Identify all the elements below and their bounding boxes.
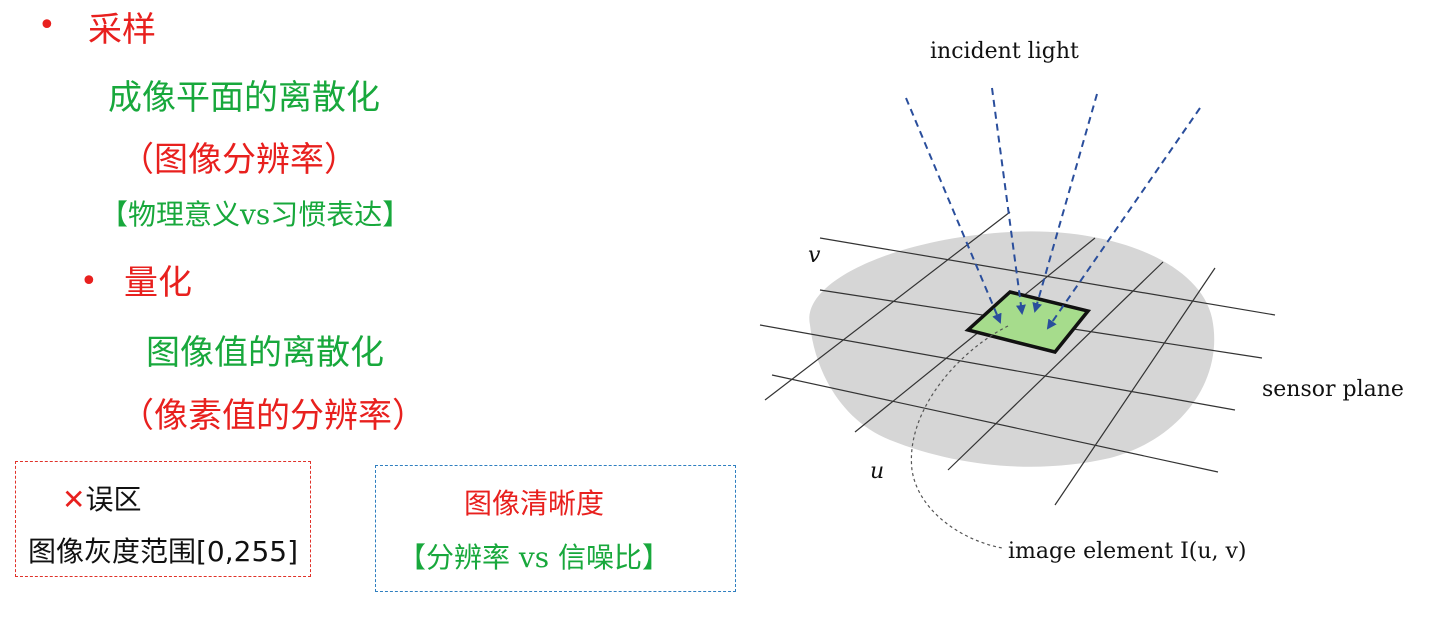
light-ray bbox=[1046, 107, 1201, 330]
heading-quantization: 量化 bbox=[124, 263, 192, 303]
grid-line bbox=[854, 237, 1096, 433]
text-physical-meaning-vs-habit: 【物理意义vs习惯表达】 bbox=[100, 198, 411, 231]
misconception-text: 图像灰度范围[0,255] bbox=[28, 535, 299, 568]
grid-line bbox=[759, 324, 1236, 411]
bullet-dot-quantization: • bbox=[80, 264, 98, 299]
clarity-title: 图像清晰度 bbox=[464, 487, 605, 520]
light-ray bbox=[991, 87, 1026, 315]
element-leader-line bbox=[910, 325, 1009, 549]
grid-line bbox=[947, 261, 1164, 471]
text-image-resolution: （图像分辨率） bbox=[120, 140, 358, 180]
bullet-dot-sampling: • bbox=[38, 8, 56, 43]
image-element-label: image element I(u, v) bbox=[1008, 539, 1247, 564]
text-pixel-value-resolution: （像素值的分辨率） bbox=[120, 396, 426, 436]
text-image-plane-discretization: 成像平面的离散化 bbox=[108, 78, 380, 118]
text-image-value-discretization: 图像值的离散化 bbox=[146, 333, 384, 373]
axis-u-label: u bbox=[870, 459, 884, 484]
misconception-title: 误区 bbox=[85, 483, 142, 516]
light-ray bbox=[1032, 93, 1098, 313]
grid-line bbox=[764, 211, 1011, 401]
image-element-pixel bbox=[964, 290, 1092, 354]
grid-line bbox=[771, 374, 1219, 473]
incident-light-rays bbox=[905, 87, 1201, 330]
misconception-title-row: ✕误区 bbox=[62, 478, 141, 518]
incident-light-label: incident light bbox=[930, 39, 1079, 64]
sensor-plane-label: sensor plane bbox=[1262, 377, 1404, 402]
axis-v-label: v bbox=[808, 243, 821, 268]
clarity-box: 图像清晰度 【分辨率 vs 信噪比】 bbox=[375, 465, 736, 592]
clarity-text: 【分辨率 vs 信噪比】 bbox=[398, 541, 670, 574]
misconception-box: ✕误区 图像灰度范围[0,255] bbox=[15, 461, 311, 577]
sensor-plane-region bbox=[809, 231, 1215, 467]
heading-sampling: 采样 bbox=[88, 10, 156, 50]
cross-icon: ✕ bbox=[62, 483, 86, 516]
sensor-grid bbox=[759, 211, 1276, 506]
grid-line bbox=[1054, 267, 1216, 506]
light-ray bbox=[905, 97, 1002, 324]
